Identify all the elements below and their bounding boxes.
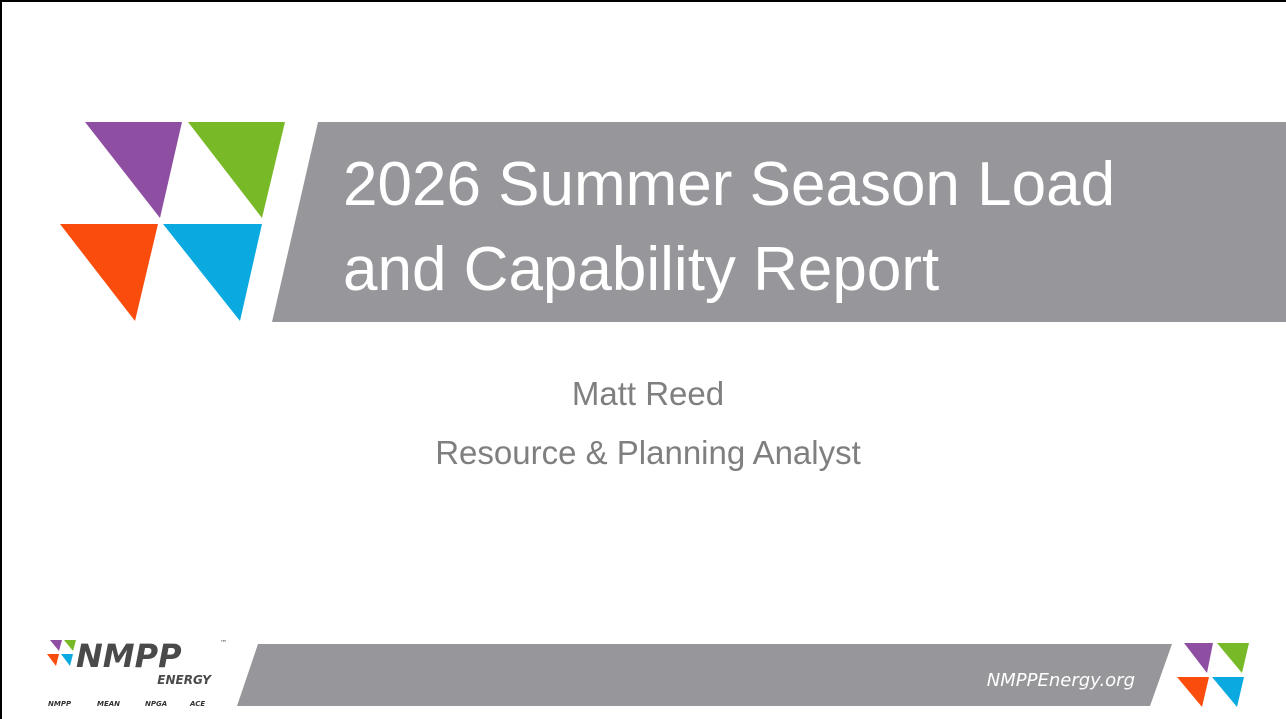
logo-triangle-purple (85, 122, 182, 218)
member-name: ACE (189, 700, 205, 708)
presenter-name: Matt Reed (572, 375, 724, 412)
mini-triangle (1177, 677, 1209, 707)
mini-triangle (64, 640, 76, 651)
logo-trademark: ™ (220, 639, 227, 647)
mini-triangle (50, 640, 62, 651)
title-band (272, 122, 1286, 322)
mini-triangle (1212, 677, 1244, 707)
logo-triangle-green (188, 122, 285, 218)
mini-triangle (1184, 643, 1213, 673)
member-name: NPGA (145, 700, 167, 708)
footer-band (237, 644, 1172, 706)
presenter-role: Resource & Planning Analyst (435, 434, 861, 471)
mini-triangle (61, 654, 73, 666)
mini-triangle (1217, 643, 1249, 673)
logo-name: NMPP (76, 637, 182, 675)
title-line: and Capability Report (343, 235, 939, 304)
member-name: MEAN (97, 700, 120, 708)
logo-triangle-orange (60, 224, 158, 321)
member-name: NMPP (48, 700, 72, 708)
logo-sub: ENERGY (157, 673, 212, 687)
logo-triangle-blue (163, 224, 262, 321)
footer-url: NMPPEnergy.org (987, 670, 1135, 691)
title-line: 2026 Summer Season Load (343, 150, 1115, 219)
mini-triangle (47, 654, 59, 666)
